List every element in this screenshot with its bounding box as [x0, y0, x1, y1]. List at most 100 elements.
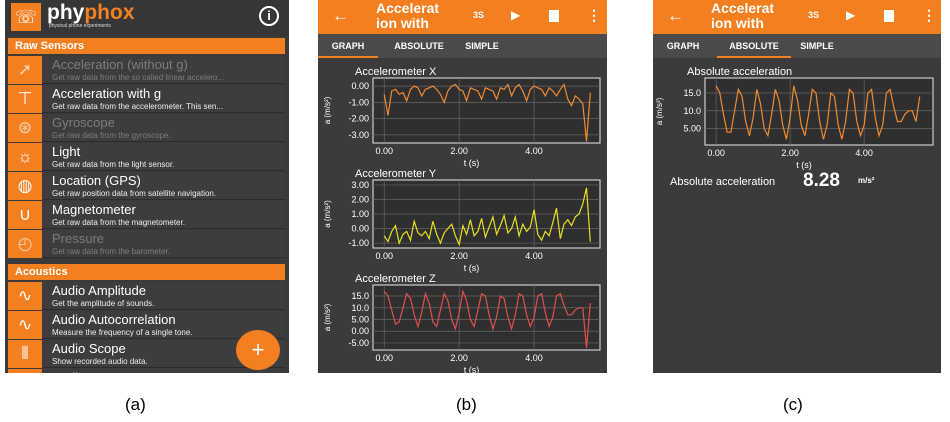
x-tick-label: 0.00	[375, 353, 393, 363]
x-tick-label: 4.00	[855, 148, 873, 158]
y-tick-label: 5.00	[351, 314, 369, 324]
add-experiment-button[interactable]: +	[236, 330, 280, 370]
y-tick-label: 5.00	[683, 124, 701, 134]
tab-simple[interactable]: SIMPLE	[800, 41, 834, 51]
wave-icon: ∿	[8, 311, 42, 339]
experiment-title: Acceleration (without g)	[52, 57, 188, 72]
x-axis-label: t (s)	[464, 158, 480, 168]
y-tick-label: -2.00	[348, 114, 369, 124]
y-tick-label: -3.00	[348, 130, 369, 140]
readout-label: Absolute acceleration	[670, 176, 776, 188]
experiment-item[interactable]: ☼ Light Get raw data from the light sensor…	[8, 143, 285, 171]
app-tagline: physical phone experiments	[49, 23, 111, 29]
experiment-title: Accelerat ion with	[376, 0, 440, 31]
y-tick-label: 0.00	[351, 81, 369, 91]
experiment-description: Get raw data from the accelerometer. Thi…	[52, 102, 224, 111]
phyphox-main-screen: ☏ phyphox physical phone experiments i R…	[5, 0, 289, 373]
x-tick-label: 0.00	[375, 146, 393, 156]
x-tick-label: 2.00	[450, 146, 468, 156]
caption-a: (a)	[125, 395, 146, 414]
category-header: Acoustics	[8, 264, 285, 280]
info-icon[interactable]: i	[259, 6, 279, 26]
x-tick-label: 4.00	[525, 251, 543, 261]
play-icon[interactable]: ▶	[511, 8, 521, 22]
timed-run-button[interactable]: 3S	[808, 10, 820, 20]
chart-title: Accelerometer Y	[355, 168, 437, 180]
globe-icon: ◍	[8, 172, 42, 200]
back-arrow-icon[interactable]: ←	[332, 6, 349, 25]
experiment-item[interactable]: ∿ Audio Autocorrelation Measure the freque…	[8, 311, 285, 339]
caption-b: (b)	[456, 395, 477, 414]
experiment-title: Light	[52, 144, 81, 159]
y-tick-label: 15.0	[351, 291, 369, 301]
y-axis-label: a (m/s²)	[655, 97, 664, 125]
timed-run-button[interactable]: 3S	[473, 10, 485, 20]
experiment-item[interactable]: ◍ Location (GPS) Get raw position data fro…	[8, 172, 285, 200]
experiment-item[interactable]: ∪ Magnetometer Get raw data from the magne…	[8, 201, 285, 229]
y-tick-label: 2.00	[351, 194, 369, 204]
y-tick-label: 1.00	[351, 209, 369, 219]
x-axis-label: t (s)	[464, 365, 480, 373]
trash-icon[interactable]	[884, 10, 894, 22]
more-options-icon[interactable]: ⋮	[587, 7, 601, 23]
chart-0: Accelerometer X 0.00 2.00 4.00 0.00 -1.00 -2.0…	[323, 66, 601, 168]
experiment-title: Location (GPS)	[52, 173, 141, 188]
x-tick-label: 0.00	[707, 148, 725, 158]
y-tick-label: 10.0	[683, 106, 701, 116]
gyroscope-icon: ⊛	[8, 114, 42, 142]
experiment-toolbar: ← Accelerat ion with 3S ▶ ⋮	[318, 0, 607, 34]
data-series-line	[383, 187, 591, 247]
play-icon[interactable]: ▶	[846, 8, 856, 22]
acceleration-icon: ➚	[8, 56, 42, 84]
tab-simple[interactable]: SIMPLE	[465, 41, 499, 51]
back-arrow-icon[interactable]: ←	[667, 6, 684, 25]
app-header: ☏ phyphox physical phone experiments i	[5, 0, 289, 36]
experiment-title: Pressure	[52, 231, 105, 246]
x-tick-label: 2.00	[450, 251, 468, 261]
x-tick-label: 2.00	[781, 148, 799, 158]
experiment-title: Gyroscope	[52, 115, 115, 130]
data-series-line	[383, 289, 591, 348]
magnet-icon: ∪	[8, 201, 42, 229]
experiment-title: Accelerat ion with	[711, 0, 775, 31]
experiment-item[interactable]: ⊛ Gyroscope Get raw data from the gyroscop…	[8, 114, 285, 142]
experiment-item[interactable]: ↘ Audio Spectrum	[8, 369, 285, 373]
lightbulb-icon: ☼	[8, 143, 42, 171]
experiment-description: Get raw data from the gyroscope.	[52, 131, 171, 140]
experiment-item[interactable]: ◴ Pressure Get raw data from the barometer…	[8, 230, 285, 258]
y-tick-label: -1.00	[348, 97, 369, 107]
y-axis-label: a (m/s²)	[323, 200, 332, 228]
more-options-icon[interactable]: ⋮	[922, 7, 936, 23]
experiment-item[interactable]: ∿ Audio Amplitude Get the amplitude of sou…	[8, 282, 285, 310]
x-tick-label: 2.00	[450, 353, 468, 363]
chart-title: Accelerometer Z	[355, 273, 436, 285]
experiment-description: Get raw data from the magnetometer.	[52, 218, 185, 227]
tab-absolute[interactable]: ABSOLUTE	[394, 41, 444, 51]
y-tick-label: -5.00	[348, 338, 369, 348]
accelerometer-icon: ⊤	[8, 85, 42, 113]
experiment-item[interactable]: ⊤ Acceleration with g Get raw data from th…	[8, 85, 285, 113]
tab-graph[interactable]: GRAPH	[666, 41, 700, 51]
experiment-description: Get raw data from the so called linear a…	[52, 73, 225, 82]
chart-title: Absolute acceleration	[687, 66, 792, 78]
data-series-line	[715, 85, 921, 140]
wave-icon: ∿	[8, 282, 42, 310]
view-tabs: GRAPH ABSOLUTE SIMPLE	[318, 34, 607, 58]
tab-graph[interactable]: GRAPH	[318, 34, 378, 58]
trash-icon[interactable]	[549, 10, 559, 22]
y-tick-label: 0.00	[351, 224, 369, 234]
spectrum-icon: ↘	[8, 369, 42, 373]
view-tabs: GRAPH ABSOLUTE SIMPLE	[653, 34, 941, 58]
audio-scope-icon: ⦀	[8, 340, 42, 368]
x-tick-label: 0.00	[375, 251, 393, 261]
y-tick-label: 15.0	[683, 88, 701, 98]
graph-tab-screen: ← Accelerat ion with 3S ▶ ⋮ GRAPH ABSOLUT…	[318, 0, 607, 373]
experiment-item[interactable]: ➚ Acceleration (without g) Get raw data fr…	[8, 56, 285, 84]
chart-title: Accelerometer X	[355, 66, 437, 78]
x-axis-label: t (s)	[796, 160, 812, 170]
experiment-title: Audio Autocorrelation	[52, 312, 176, 327]
x-axis-label: t (s)	[464, 263, 480, 273]
tab-absolute[interactable]: ABSOLUTE	[717, 34, 791, 58]
experiment-toolbar: ← Accelerat ion with 3S ▶ ⋮	[653, 0, 941, 34]
y-tick-label: 3.00	[351, 180, 369, 190]
